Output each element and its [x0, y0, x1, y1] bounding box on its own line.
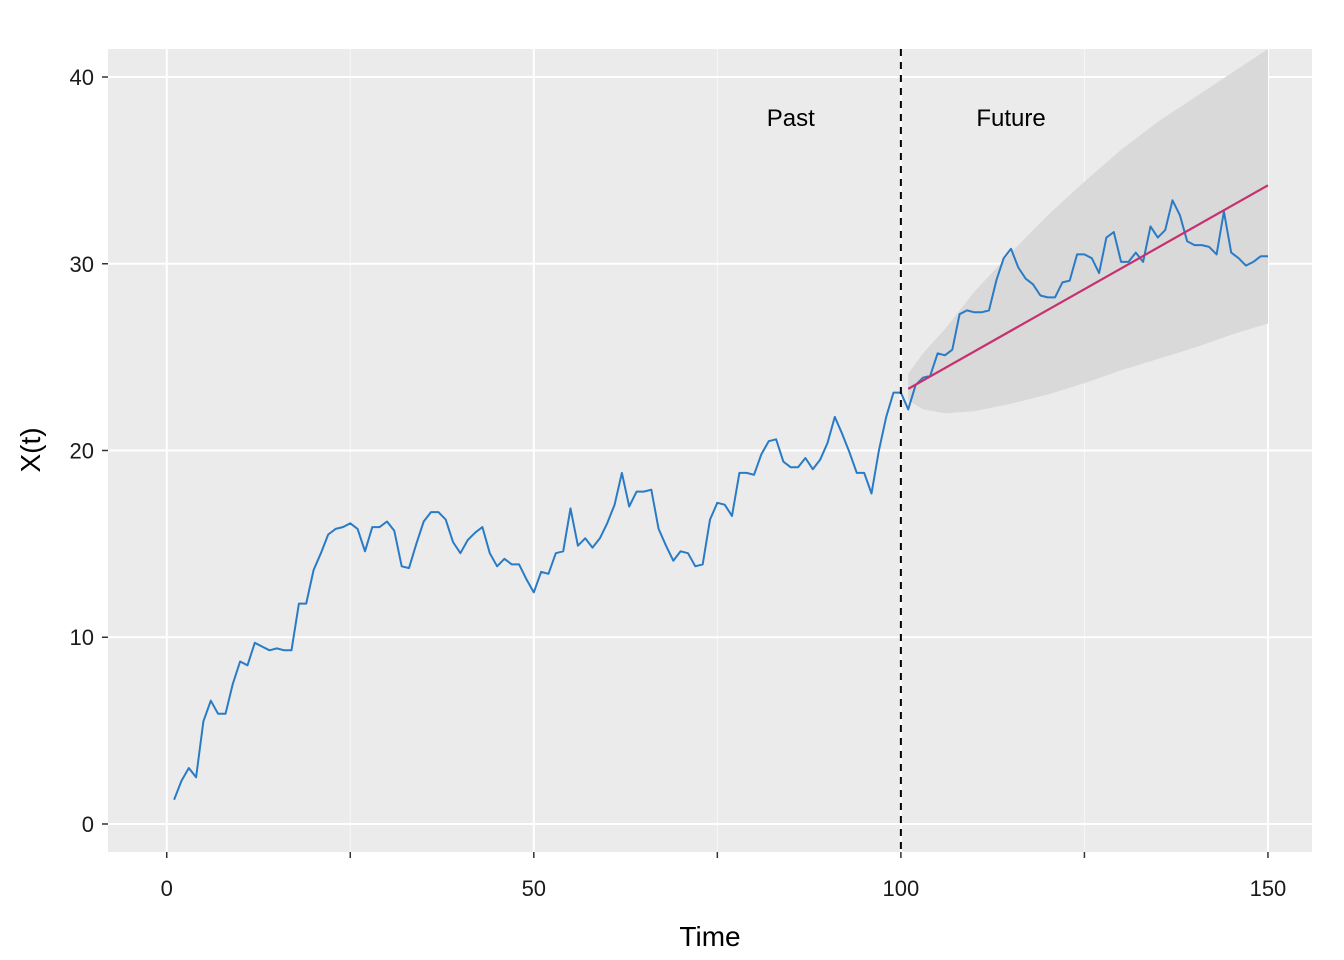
x-axis-title: Time	[679, 921, 740, 952]
y-tick-label: 40	[70, 65, 94, 90]
x-axis: 0 50 100 150	[161, 852, 1287, 901]
y-tick-label: 0	[82, 812, 94, 837]
y-tick-label: 20	[70, 439, 94, 464]
x-tick-label: 50	[522, 876, 546, 901]
x-tick-label: 0	[161, 876, 173, 901]
y-axis-title: X(t)	[15, 427, 46, 472]
annotation-past: Past	[767, 105, 815, 132]
y-tick-label: 30	[70, 252, 94, 277]
x-tick-label: 150	[1250, 876, 1287, 901]
observed-series-line	[173, 199, 1268, 801]
y-axis: 0 10 20 30 40	[70, 65, 108, 837]
x-tick-label: 100	[883, 876, 920, 901]
y-tick-label: 10	[70, 625, 94, 650]
annotation-future: Future	[976, 105, 1045, 132]
confidence-band	[908, 49, 1268, 414]
forecast-trend-line	[907, 184, 1269, 390]
